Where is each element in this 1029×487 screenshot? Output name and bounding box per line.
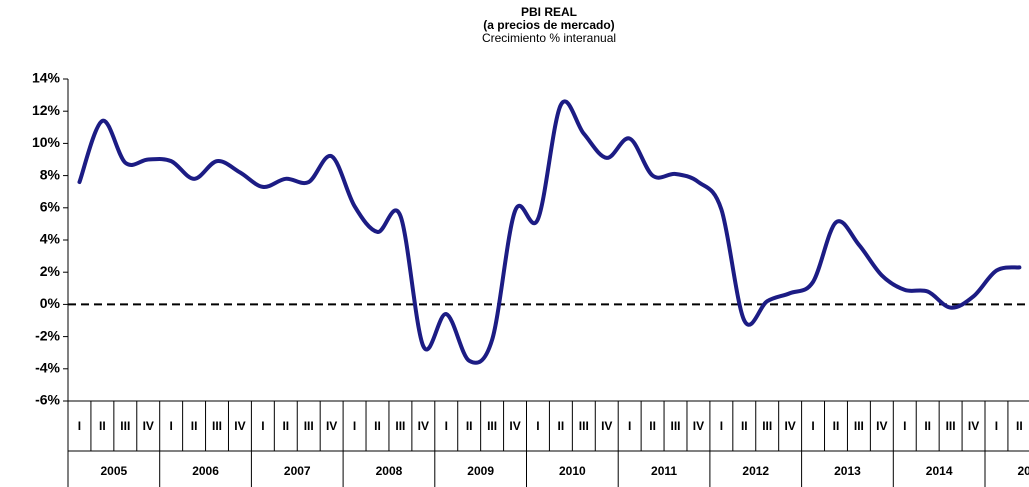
y-tick-label: 8%	[40, 166, 61, 182]
y-tick-label: 6%	[40, 199, 61, 215]
x-tick-label: III	[946, 419, 956, 433]
x-tick-label: II	[833, 419, 840, 433]
y-tick-label: 12%	[32, 102, 61, 118]
year-label: 2006	[192, 464, 219, 478]
x-tick-label: IV	[418, 419, 429, 433]
year-label: 2009	[467, 464, 494, 478]
x-tick-label: IV	[234, 419, 245, 433]
x-tick-label: IV	[876, 419, 887, 433]
x-tick-label: II	[466, 419, 473, 433]
x-tick-label: III	[395, 419, 405, 433]
x-tick-label: II	[924, 419, 931, 433]
y-tick-label: 2%	[40, 263, 61, 279]
y-tick-label: 14%	[32, 70, 61, 86]
x-tick-label: I	[720, 419, 723, 433]
year-label: 2005	[100, 464, 127, 478]
x-tick-label: III	[487, 419, 497, 433]
year-label: 2010	[559, 464, 586, 478]
year-label: 2013	[834, 464, 861, 478]
y-tick-label: 4%	[40, 231, 61, 247]
y-tick-label: -2%	[35, 327, 60, 343]
x-tick-label: I	[78, 419, 81, 433]
x-tick-label: II	[374, 419, 381, 433]
x-tick-label: IV	[143, 419, 154, 433]
year-label: 2014	[926, 464, 953, 478]
x-tick-label: IV	[509, 419, 520, 433]
y-tick-label: 10%	[32, 134, 61, 150]
x-tick-label: III	[762, 419, 772, 433]
data-line	[77, 99, 1022, 365]
year-label: 2007	[284, 464, 311, 478]
y-tick-label: -6%	[35, 392, 60, 408]
x-tick-label: III	[212, 419, 222, 433]
x-tick-label: III	[671, 419, 681, 433]
x-tick-label: I	[995, 419, 998, 433]
x-tick-label: I	[353, 419, 356, 433]
x-tick-label: IV	[784, 419, 795, 433]
x-tick-label: II	[99, 419, 106, 433]
x-tick-label: I	[903, 419, 906, 433]
year-label: 2011	[651, 464, 677, 478]
x-tick-label: I	[445, 419, 448, 433]
x-tick-label: II	[282, 419, 289, 433]
x-tick-label: III	[120, 419, 130, 433]
x-tick-label: I	[169, 419, 172, 433]
x-tick-label: I	[811, 419, 814, 433]
year-label: 2015	[1017, 464, 1029, 478]
x-tick-label: II	[1016, 419, 1023, 433]
x-tick-label: II	[558, 419, 565, 433]
y-tick-label: 0%	[40, 295, 61, 311]
x-tick-label: II	[649, 419, 656, 433]
chart-title: PBI REAL	[521, 5, 577, 19]
y-tick-label: -4%	[35, 360, 60, 376]
year-label: 2008	[376, 464, 403, 478]
x-tick-label: III	[854, 419, 864, 433]
year-label: 2012	[742, 464, 769, 478]
x-tick-label: I	[261, 419, 264, 433]
x-tick-label: I	[536, 419, 539, 433]
x-tick-label: IV	[601, 419, 612, 433]
x-tick-label: IV	[968, 419, 979, 433]
x-tick-label: II	[741, 419, 748, 433]
x-tick-label: IV	[693, 419, 704, 433]
chart-subtitle: (a precios de mercado)	[483, 18, 614, 32]
x-tick-label: III	[579, 419, 589, 433]
x-tick-label: IV	[326, 419, 337, 433]
x-tick-label: III	[304, 419, 314, 433]
x-tick-label: II	[191, 419, 198, 433]
chart-description: Crecimiento % interanual	[482, 31, 616, 45]
x-tick-label: I	[628, 419, 631, 433]
